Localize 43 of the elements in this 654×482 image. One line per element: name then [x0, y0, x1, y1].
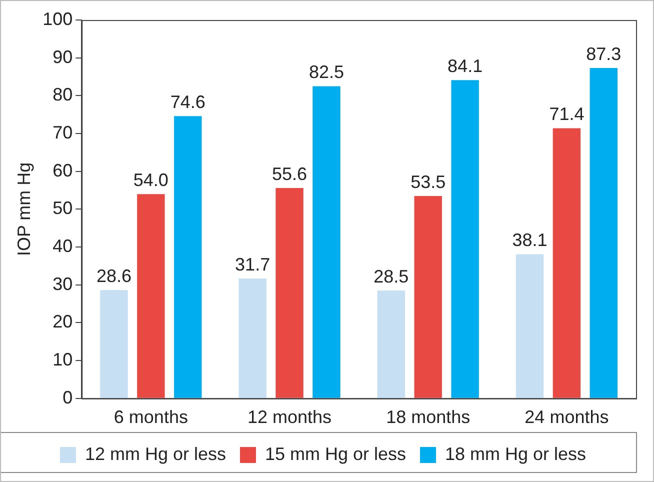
data-label: 55.6	[272, 164, 308, 184]
y-tick-label: 90	[52, 46, 73, 67]
bar	[312, 86, 340, 398]
bar	[238, 278, 266, 398]
y-tick-label: 30	[52, 274, 73, 294]
legend-label: 18 mm Hg or less	[445, 444, 586, 464]
bar	[377, 290, 406, 398]
data-label: 54.0	[133, 170, 168, 190]
x-tick-label: 12 months	[247, 407, 332, 428]
y-tick-label: 40	[52, 236, 73, 256]
x-tick-label: 24 months	[524, 407, 609, 428]
x-tick-label: 18 months	[386, 407, 470, 428]
y-tick-label: 70	[52, 122, 73, 142]
y-tick-label: 20	[52, 312, 73, 332]
data-label: 84.1	[448, 56, 483, 76]
data-label: 87.3	[586, 44, 622, 64]
bar	[414, 196, 442, 398]
bar	[100, 290, 128, 398]
y-tick-label: 80	[52, 84, 73, 105]
bar	[451, 80, 479, 398]
legend-label: 15 mm Hg or less	[264, 444, 406, 464]
bar	[516, 254, 544, 398]
bar	[174, 116, 202, 398]
bar	[276, 188, 304, 398]
y-tick-label: 50	[52, 198, 73, 218]
legend-label: 12 mm Hg or less	[84, 444, 226, 464]
x-tick-label: 6 months	[114, 407, 188, 428]
data-label: 28.6	[96, 266, 132, 286]
data-label: 71.4	[549, 104, 584, 124]
y-tick-label: 0	[62, 387, 73, 408]
y-tick-label: 100	[42, 8, 73, 29]
data-label: 82.5	[308, 62, 344, 82]
bar	[552, 128, 581, 398]
bar	[590, 68, 618, 398]
data-label: 28.5	[374, 266, 409, 287]
data-label: 38.1	[512, 230, 548, 250]
data-label: 31.7	[235, 254, 270, 274]
bar	[137, 194, 165, 398]
y-axis-title: IOP mm Hg	[14, 162, 34, 256]
data-label: 53.5	[410, 172, 446, 192]
data-label: 74.6	[170, 92, 206, 112]
y-tick-label: 10	[52, 350, 73, 370]
y-tick-label: 60	[52, 160, 73, 180]
